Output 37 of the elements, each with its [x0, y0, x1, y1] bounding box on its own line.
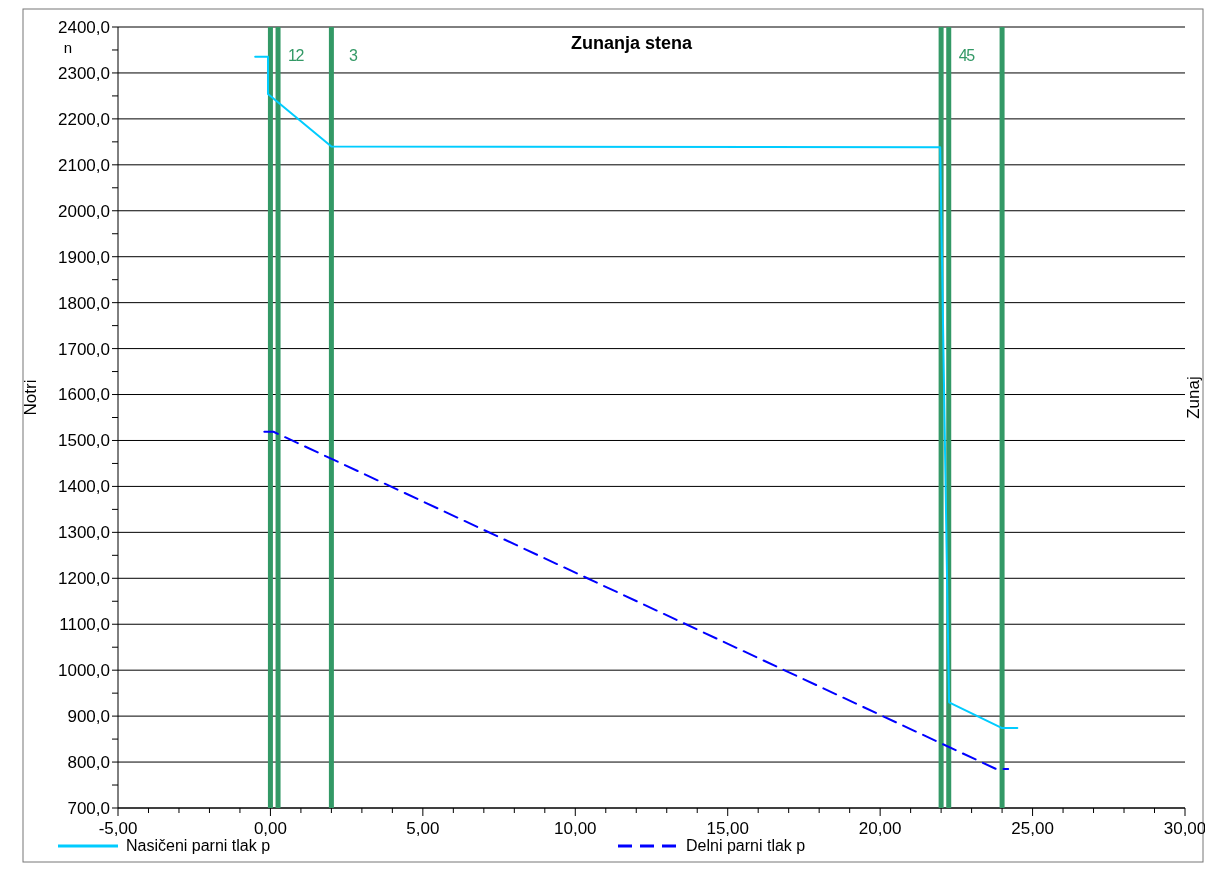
y-tick-label: 1500,0 [58, 431, 110, 451]
y-tick-label: 1200,0 [58, 569, 110, 589]
y-tick-label: 2300,0 [58, 63, 110, 83]
x-tick-label: 5,00 [406, 819, 440, 838]
legend-label: Delni parni tlak p [686, 837, 806, 854]
annotation: 3 [348, 47, 358, 64]
x-tick-label: -5,00 [98, 819, 138, 838]
y-tick-label: 700,0 [67, 798, 110, 818]
annotation: 4 [958, 47, 968, 64]
annotation: 5 [966, 47, 976, 64]
y-tick-label: 1600,0 [58, 385, 110, 405]
x-tick-label: 30,00 [1163, 819, 1207, 838]
text: n [63, 39, 73, 56]
x-tick-label: 20,00 [858, 819, 902, 838]
y-tick-label: 1800,0 [58, 293, 110, 313]
y-tick-label: 2100,0 [58, 155, 110, 175]
y-tick-label: 1700,0 [58, 339, 110, 359]
annotation: 2 [295, 47, 305, 64]
x-tick-label: 25,00 [1011, 819, 1054, 838]
y-tick-label: 2400,0 [58, 17, 110, 37]
y-tick-label: 2200,0 [58, 109, 110, 129]
y-tick-label: 1400,0 [58, 477, 110, 497]
chart-title: Zunanja stena [570, 33, 693, 53]
y-tick-label: 1900,0 [58, 247, 110, 267]
annotation: 1 [287, 47, 297, 64]
y-tick-label: 1100,0 [59, 615, 110, 635]
x-tick-label: 0,00 [253, 819, 287, 838]
y2-axis-title: Zunaj [1184, 376, 1203, 419]
y-tick-label: 1000,0 [58, 661, 110, 681]
y-tick-label: 2000,0 [58, 201, 110, 221]
y-tick-label: 900,0 [67, 707, 110, 727]
x-tick-label: 10,00 [554, 819, 597, 838]
x-tick-label: 15,00 [706, 819, 749, 838]
y-axis-title: Notri [21, 379, 40, 416]
y-tick-label: 1300,0 [58, 523, 110, 543]
legend-label: Nasičeni parni tlak p [126, 837, 271, 854]
y-tick-label: 800,0 [67, 753, 110, 773]
